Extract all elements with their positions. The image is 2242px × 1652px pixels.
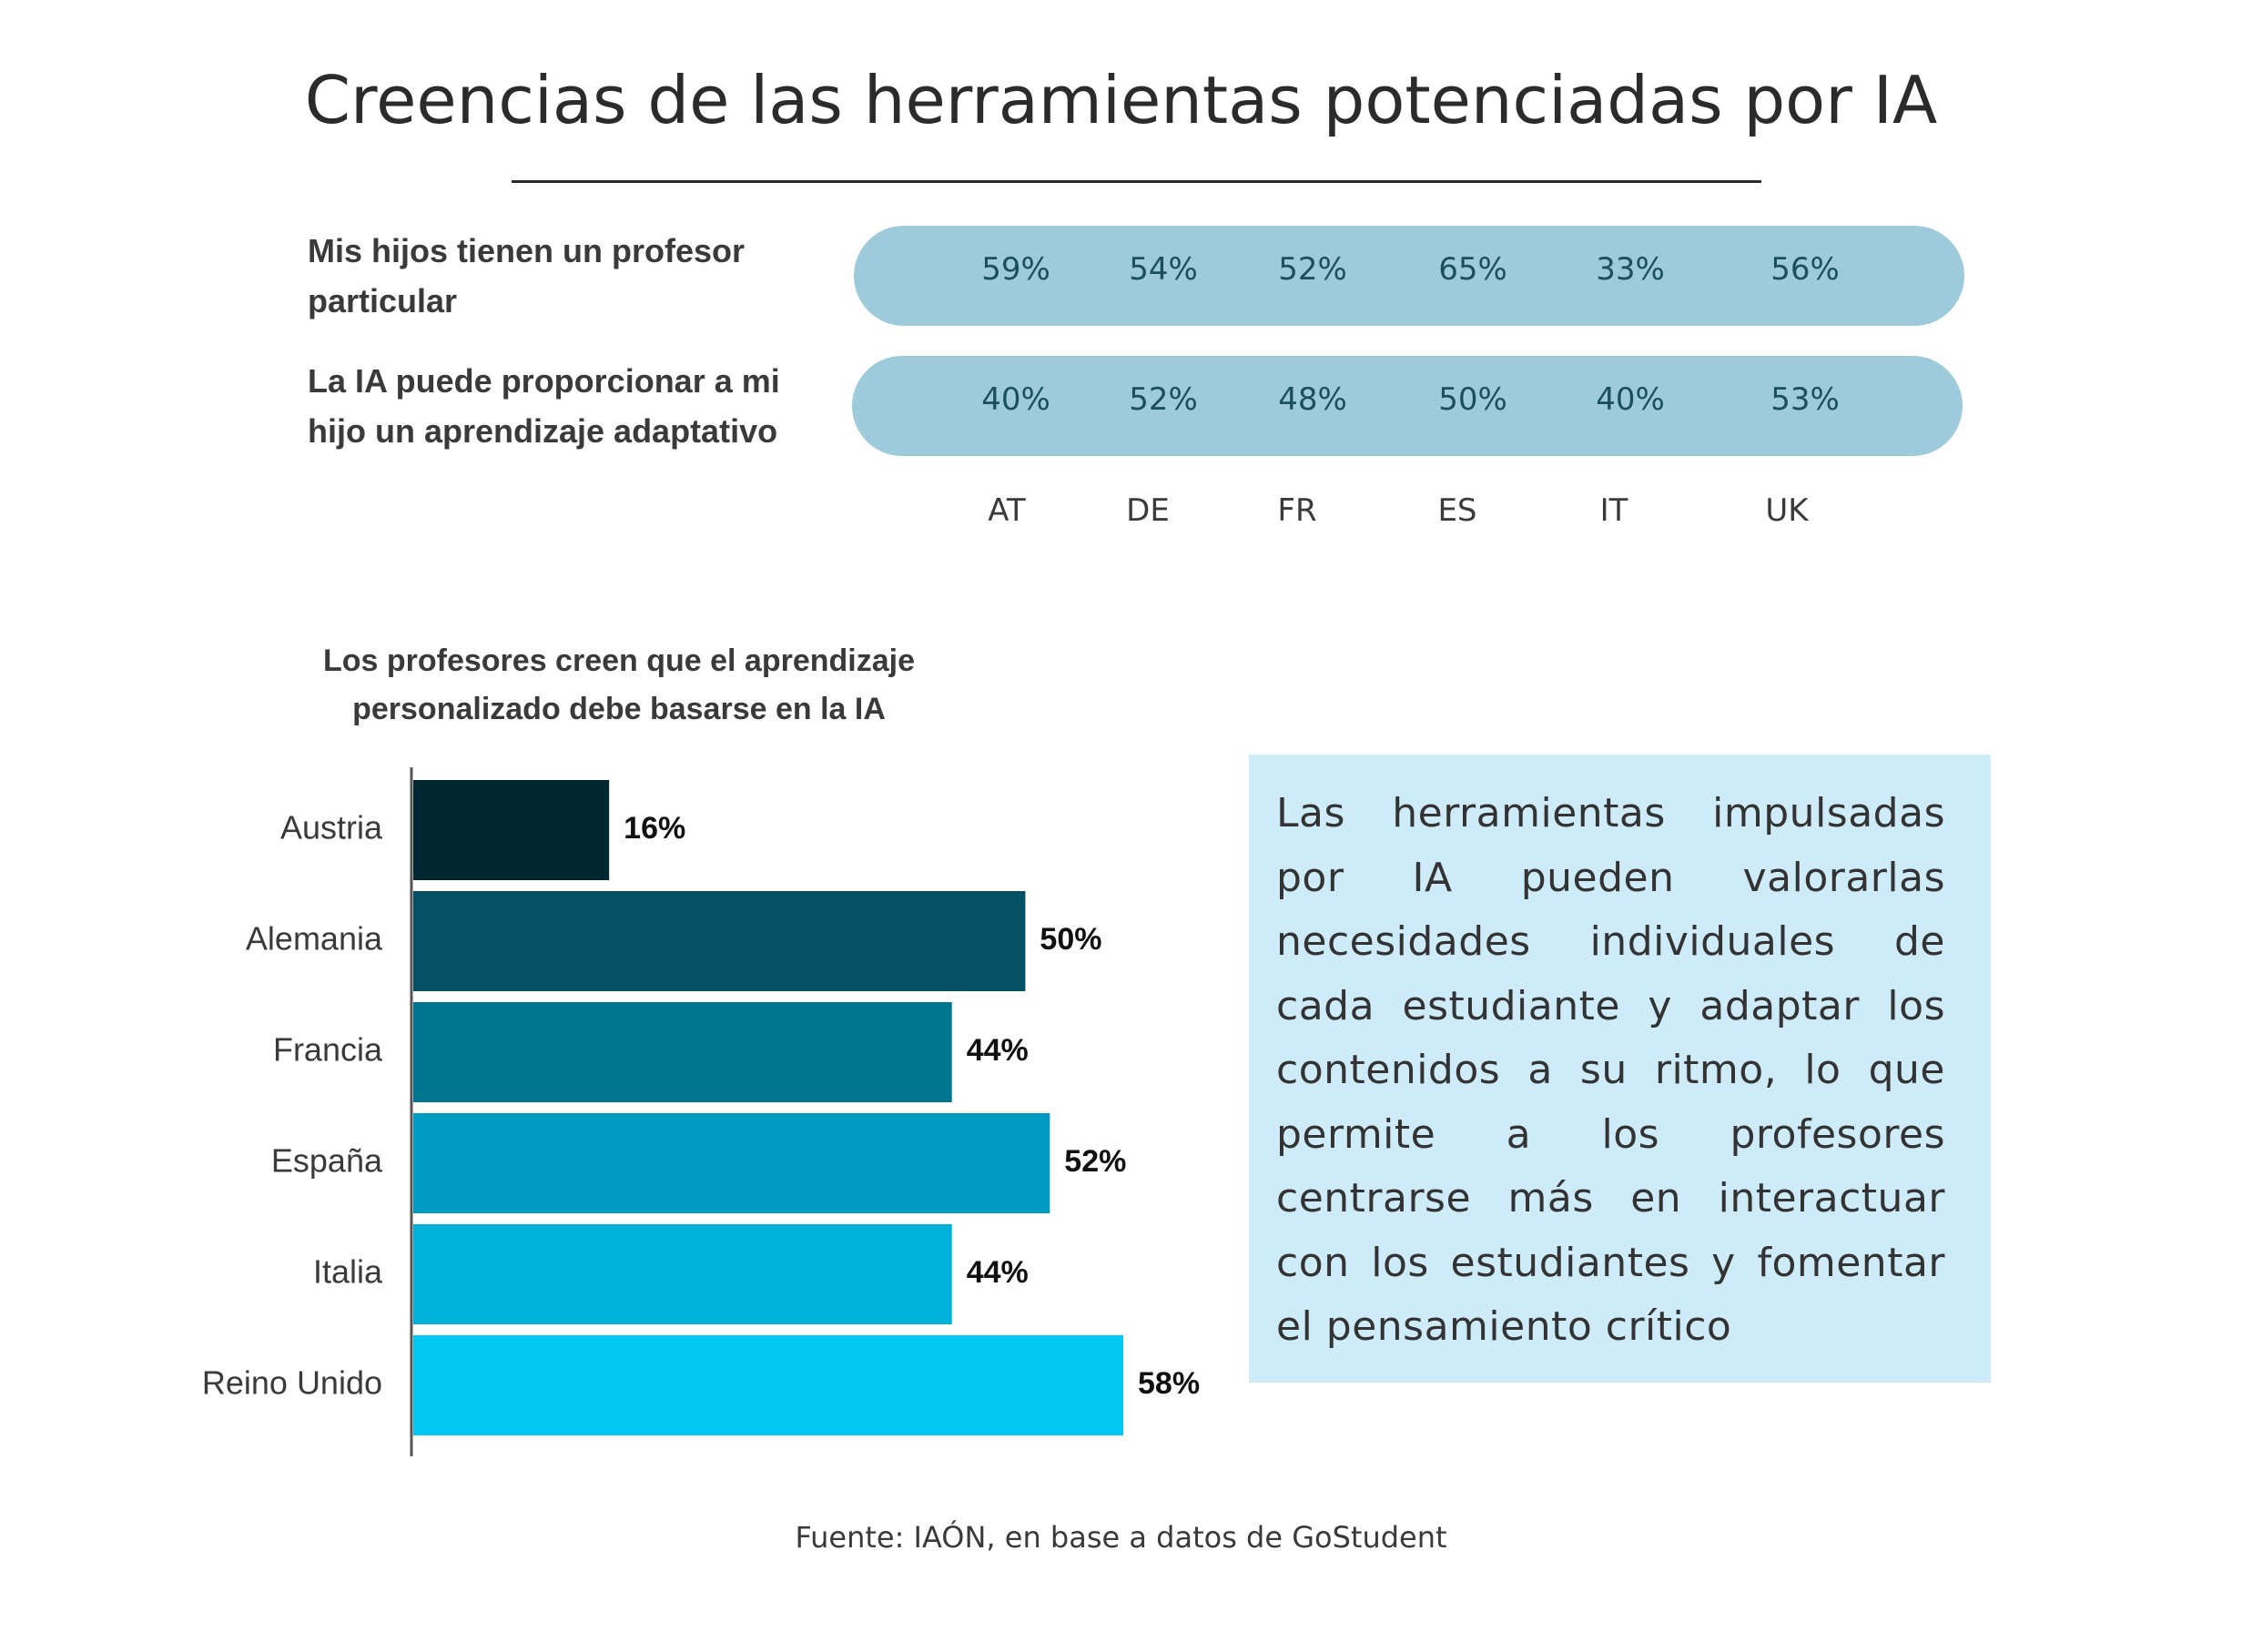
bar-value-label: 16%	[624, 811, 685, 846]
value-tutor-at: 59%	[981, 251, 1050, 288]
info-box: Las herramientas impulsadas por IA puede…	[1249, 755, 1991, 1383]
values-pill-adaptive: 40% 52% 48% 50% 40% 53%	[852, 356, 1963, 456]
bar-value-label: 44%	[967, 1255, 1029, 1290]
bar-austria	[413, 780, 610, 880]
value-tutor-fr: 52%	[1278, 251, 1347, 288]
country-code-de: DE	[1126, 492, 1170, 529]
country-code-uk: UK	[1765, 492, 1809, 529]
value-adaptive-at: 40%	[981, 381, 1050, 418]
value-adaptive-es: 50%	[1438, 381, 1507, 418]
source-note: Fuente: IAÓN, en base a datos de GoStude…	[795, 1520, 1447, 1555]
value-tutor-it: 33%	[1596, 251, 1665, 288]
value-adaptive-uk: 53%	[1770, 381, 1840, 418]
value-tutor-es: 65%	[1438, 251, 1507, 288]
bar-category-label: Austria	[280, 809, 383, 846]
value-tutor-uk: 56%	[1770, 251, 1840, 288]
country-code-at: AT	[988, 492, 1026, 529]
bar-value-label: 44%	[967, 1033, 1029, 1068]
page-title: Creencias de las herramientas potenciada…	[304, 62, 1938, 138]
bar-value-label: 50%	[1040, 922, 1101, 957]
bar-category-label: Alemania	[246, 920, 383, 958]
country-code-fr: FR	[1277, 492, 1317, 529]
country-code-it: IT	[1599, 492, 1628, 529]
value-adaptive-it: 40%	[1596, 381, 1665, 418]
row-label-adaptive: La IA puede proporcionar a mi hijo un ap…	[308, 362, 780, 450]
bar-reino-unido	[413, 1335, 1123, 1435]
bar-chart-title: Los profesores creen que el aprendizaje …	[322, 644, 915, 726]
title-divider	[512, 180, 1761, 183]
bar-chart: Austria 16% Alemania 50% Francia 44% España 52%…	[202, 767, 1200, 1456]
bar-category-label: España	[271, 1142, 383, 1180]
bar-category-label: Reino Unido	[202, 1364, 382, 1402]
bar-francia	[413, 1002, 952, 1102]
value-adaptive-de: 52%	[1129, 381, 1198, 418]
values-pill-tutor: 59% 54% 52% 65% 33% 56%	[854, 226, 1964, 326]
bar-category-label: Francia	[273, 1031, 383, 1069]
bar-italia	[413, 1224, 952, 1324]
country-code-es: ES	[1437, 492, 1477, 529]
bar-alemania	[413, 891, 1026, 991]
value-tutor-de: 54%	[1129, 251, 1198, 288]
bar-category-label: Italia	[313, 1253, 383, 1291]
bar-value-label: 52%	[1064, 1144, 1126, 1179]
bar-espana	[413, 1113, 1050, 1213]
bar-value-label: 58%	[1138, 1366, 1200, 1401]
row-label-tutor: Mis hijos tienen un profesor particular	[308, 232, 746, 319]
value-adaptive-fr: 48%	[1278, 381, 1347, 418]
info-text: Las herramientas impulsadas por IA puede…	[1276, 790, 1945, 1350]
